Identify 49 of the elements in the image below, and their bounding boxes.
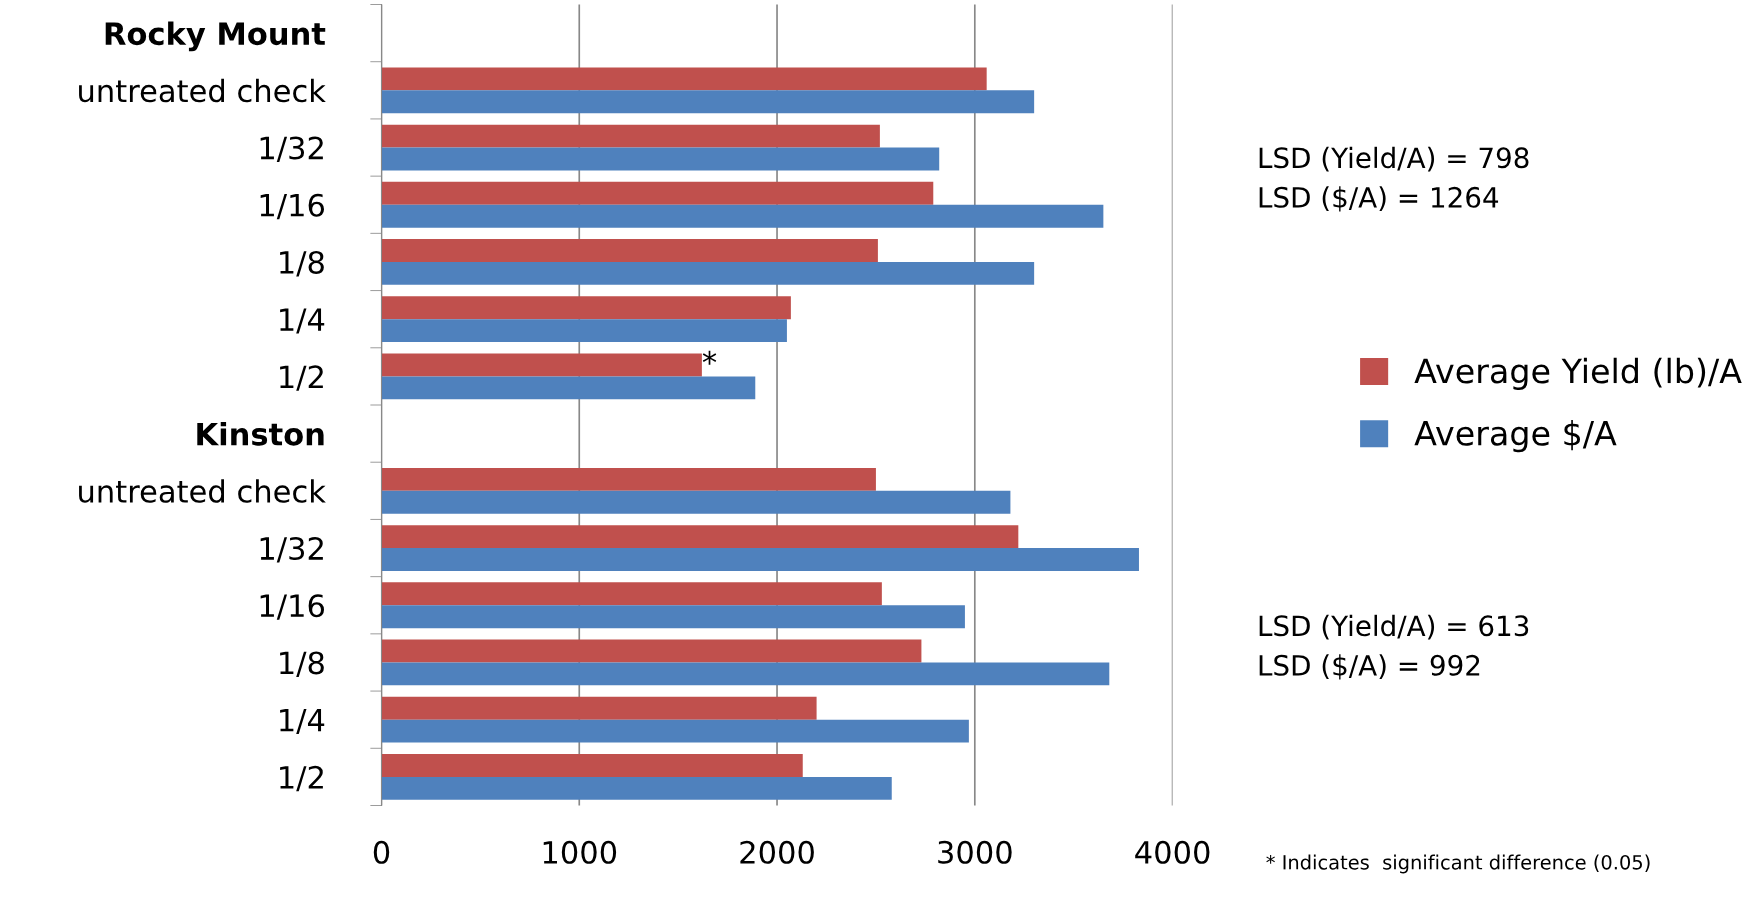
y-tick-label: 1/2 xyxy=(280,365,323,391)
bar xyxy=(381,662,1110,686)
bar xyxy=(381,754,803,777)
bar xyxy=(381,548,1139,571)
x-tick-label: 1000 xyxy=(543,840,617,864)
bar xyxy=(381,147,940,171)
bar xyxy=(381,239,878,262)
text: LSD (Yield/A) = 798 LSD ($/A) = 1264 xyxy=(1259,146,1529,212)
bar xyxy=(381,296,791,320)
legend-label: Average $/A xyxy=(1414,420,1617,453)
bar xyxy=(381,90,1035,114)
y-tick-label: 1/32 xyxy=(260,136,323,162)
x-tick-label: 4000 xyxy=(1135,840,1210,864)
bar xyxy=(381,605,965,629)
y-tick-label: Rocky Mount xyxy=(105,21,326,52)
bar xyxy=(381,696,817,720)
text: * Indicates significant difference (0.05) xyxy=(1266,854,1650,874)
bar xyxy=(381,204,1104,228)
y-tick-label: 1/4 xyxy=(280,709,325,735)
bar xyxy=(381,376,756,400)
bar xyxy=(381,181,934,205)
y-tick-label: untreated check xyxy=(79,78,326,103)
y-tick-label: 1/16 xyxy=(260,594,325,620)
y-tick-label: 1/4 xyxy=(280,308,325,334)
bar xyxy=(381,776,892,800)
bar xyxy=(381,261,1035,285)
y-tick-label: 1/8 xyxy=(280,651,324,677)
bar xyxy=(381,67,987,91)
annotation: * xyxy=(702,350,717,365)
legend-label: Average Yield (lb)/A xyxy=(1414,357,1742,390)
bar xyxy=(381,719,969,743)
x-tick-label: 2000 xyxy=(740,840,814,864)
bar xyxy=(381,124,880,148)
y-tick-label: 1/32 xyxy=(260,536,323,563)
bar xyxy=(381,582,882,606)
y-tick-label: 1/2 xyxy=(280,765,323,792)
x-tick-label: 0 xyxy=(373,840,390,864)
y-tick-label: 1/8 xyxy=(280,250,324,277)
x-tick-label: 3000 xyxy=(938,840,1012,864)
text: LSD (Yield/A) = 613 LSD ($/A) = 992 xyxy=(1259,614,1529,680)
bar xyxy=(381,639,922,663)
y-tick-label: untreated check xyxy=(79,479,326,503)
y-tick-label: 1/16 xyxy=(260,193,325,220)
bar xyxy=(381,490,1011,514)
bar xyxy=(381,319,787,343)
bar xyxy=(381,353,702,377)
bar xyxy=(381,467,876,491)
bar xyxy=(381,525,1019,549)
y-tick-label: Kinston xyxy=(197,422,324,446)
